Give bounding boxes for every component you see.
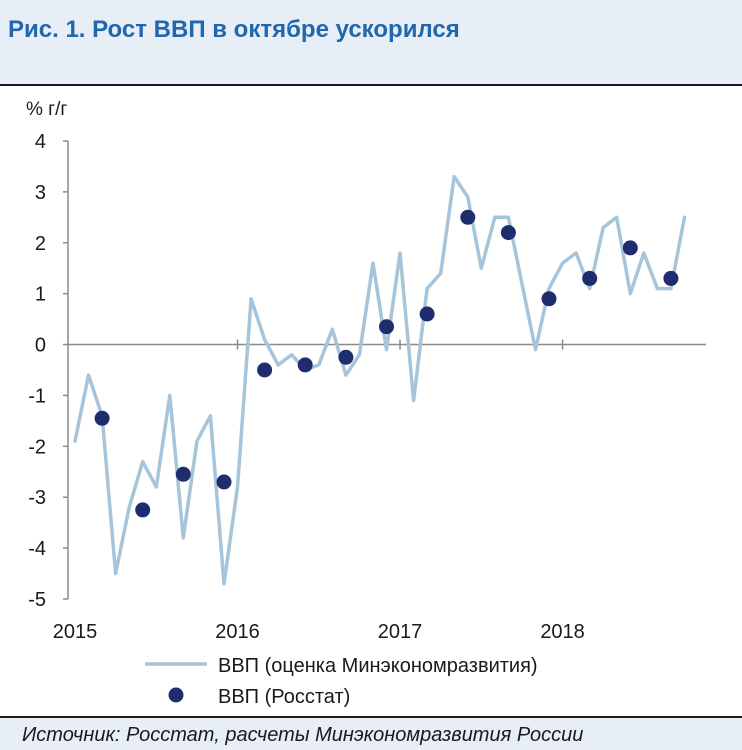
y-tick-label: 3 [35,182,46,204]
legend-label-line: ВВП (оценка Минэкономразвития) [218,655,538,677]
source-note: Источник: Росстат, расчеты Минэкономразв… [22,724,584,746]
legend-label-dot: ВВП (Росстат) [218,686,350,708]
rosstat-point [460,209,476,225]
chart-area: % г/г 4 3 2 1 0 -1 -2 -3 -4 -5 2015 2016 2017 2018 ВВП … [0,86,742,716]
rosstat-point [419,306,435,322]
rosstat-point [663,270,679,286]
y-tick-label: -3 [28,487,46,509]
rosstat-point [622,240,638,256]
y-tick-label: -5 [28,589,46,611]
rosstat-point [500,225,516,241]
y-axis-title: % г/г [26,99,67,120]
rosstat-point [338,349,354,365]
rosstat-point [257,362,273,378]
y-tick-label: -4 [28,538,46,560]
x-tick-label: 2015 [53,621,98,643]
x-tick-label: 2016 [215,621,260,643]
rosstat-point [582,270,598,286]
x-tick-label: 2017 [378,621,423,643]
y-tick-label: 4 [35,131,46,153]
rosstat-point [297,357,313,373]
rosstat-point [94,410,110,426]
x-tick-label: 2018 [540,621,585,643]
rosstat-point [541,291,557,307]
y-tick-label: 1 [35,284,46,306]
chart-footer: Источник: Росстат, расчеты Минэкономразв… [0,716,742,750]
y-tick-label: 0 [35,335,46,357]
rosstat-point [135,502,151,518]
chart-header: Рис. 1. Рост ВВП в октябре ускорился [0,0,742,86]
y-tick-label: -1 [28,385,46,407]
y-tick-label: 2 [35,233,46,255]
y-tick-label: -2 [28,436,46,458]
chart-title: Рис. 1. Рост ВВП в октябре ускорился [8,16,460,43]
legend-dot-swatch [168,687,184,703]
rosstat-point [216,474,232,490]
series-line-mer [73,174,687,586]
rosstat-point [175,466,191,482]
rosstat-point [379,319,394,335]
